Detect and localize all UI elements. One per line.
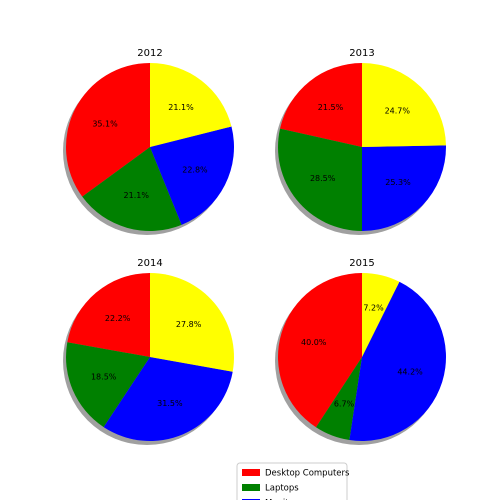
slice-label: 40.0% <box>301 338 327 347</box>
slice-label: 24.7% <box>385 107 411 116</box>
slice-label: 21.5% <box>318 103 344 112</box>
slice-label: 22.2% <box>105 314 131 323</box>
slice-label: 28.5% <box>310 174 336 183</box>
slice-label: 31.5% <box>157 399 183 408</box>
pie-title: 2013 <box>349 48 374 59</box>
legend-box <box>236 462 348 504</box>
legend-label: Desktop Computers <box>265 469 350 479</box>
slice-label: 21.1% <box>168 103 194 112</box>
legend-swatch <box>242 469 260 476</box>
slice-label: 35.1% <box>92 120 118 129</box>
pie-slice <box>280 63 362 147</box>
pie-slice <box>103 357 233 441</box>
slice-label: 27.8% <box>176 320 202 329</box>
pie-slice <box>362 145 446 231</box>
legend-swatch <box>242 484 260 491</box>
pie-slice <box>362 63 446 147</box>
pie-slice <box>278 273 362 428</box>
slice-label: 21.1% <box>124 191 150 200</box>
pie-slice <box>150 273 234 372</box>
pie-title: 2012 <box>137 48 162 59</box>
legend-label: Laptops <box>265 484 299 494</box>
pie-slice <box>349 281 446 441</box>
slice-label: 18.5% <box>91 372 117 381</box>
slice-label: 22.8% <box>182 165 208 174</box>
pie-slice <box>65 342 150 428</box>
pie-slice <box>82 147 182 232</box>
pie-slice <box>315 357 362 441</box>
slice-label: 44.2% <box>397 368 423 377</box>
pie-slice <box>150 126 235 225</box>
pie-slice <box>150 63 232 147</box>
pie-slice <box>278 128 362 231</box>
slice-label: 6.7% <box>334 400 355 409</box>
pie-slice <box>362 273 400 357</box>
slice-label: 7.2% <box>363 303 384 312</box>
pie-slice <box>67 273 150 357</box>
pie-slice <box>66 63 150 197</box>
pie-title: 2014 <box>137 258 162 269</box>
pie-title: 2015 <box>349 258 374 269</box>
slice-label: 25.3% <box>385 178 411 187</box>
